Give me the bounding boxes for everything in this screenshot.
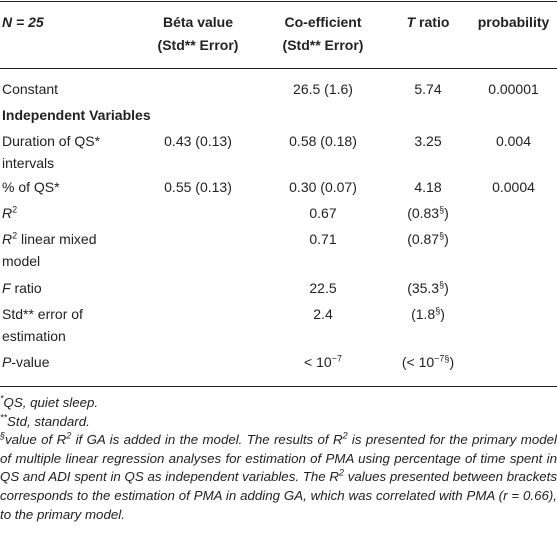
coef-header-line1: Co-efficient	[284, 14, 362, 30]
table-bottom-rule	[0, 386, 557, 387]
coef-header-line2: (Std** Error)	[282, 37, 364, 53]
duration-coef: 0.58 (0.18)	[289, 133, 357, 149]
r2-lmm-t: (0.87§)	[407, 230, 449, 247]
p-value-coef: < 10−7	[304, 353, 342, 370]
row-label-std-error: Std** error of estimation	[2, 306, 83, 344]
duration-label-line2: intervals	[2, 155, 55, 171]
constant-t: 5.74	[414, 81, 442, 97]
footnote-std: **Std, standard.	[0, 412, 90, 429]
row-label-f-ratio: F ratio	[2, 280, 42, 296]
constant-p: 0.00001	[488, 81, 539, 97]
row-label-constant: Constant	[2, 81, 59, 97]
row-label-r2: R2	[2, 204, 18, 221]
p-value-t: (< 10−7§)	[401, 353, 455, 370]
r2-t: (0.83§)	[407, 204, 449, 221]
row-label-pct-qs: % of QS*	[2, 179, 60, 195]
beta-value-header: Béta value (Std** Error)	[137, 11, 259, 57]
pct-qs-t: 4.18	[414, 179, 442, 195]
pct-qs-beta: 0.55 (0.13)	[164, 179, 232, 195]
t-ratio-header: T ratio	[406, 14, 450, 30]
row-label-r2-lmm: R2 linear mixed model	[2, 230, 97, 269]
row-label-duration: Duration of QS* intervals	[2, 130, 100, 174]
constant-coef: 26.5 (1.6)	[293, 81, 353, 97]
f-ratio-coef: 22.5	[309, 280, 337, 296]
pct-qs-p: 0.0004	[492, 179, 535, 195]
footnote-section: §value of R2 if GA is added in the model…	[0, 430, 557, 522]
duration-beta: 0.43 (0.13)	[164, 133, 232, 149]
std-error-coef: 2.4	[313, 306, 333, 322]
table-footnotes: *QS, quiet sleep. **Std, standard. §valu…	[0, 394, 557, 524]
std-error-t: (1.8§)	[411, 305, 445, 322]
beta-header-line1: Béta value	[162, 14, 234, 30]
coefficient-header: Co-efficient (Std** Error)	[262, 11, 384, 57]
duration-t: 3.25	[414, 133, 442, 149]
r2-lmm-coef: 0.71	[309, 231, 337, 247]
table-top-rule	[0, 1, 557, 2]
duration-label-line1: Duration of QS*	[2, 133, 101, 149]
section-independent-variables: Independent Variables	[2, 107, 151, 123]
footnote-qs: *QS, quiet sleep.	[0, 393, 99, 410]
r2-coef: 0.67	[309, 205, 337, 221]
beta-header-line2: (Std** Error)	[157, 37, 239, 53]
pct-qs-coef: 0.30 (0.07)	[289, 179, 357, 195]
duration-p: 0.004	[495, 133, 532, 149]
row-label-p-value: P-value	[2, 354, 50, 370]
f-ratio-t: (35.3§)	[407, 279, 449, 296]
sample-size-header: N = 25	[2, 14, 44, 30]
header-bottom-rule	[0, 68, 557, 69]
probability-header: probability	[477, 14, 550, 30]
